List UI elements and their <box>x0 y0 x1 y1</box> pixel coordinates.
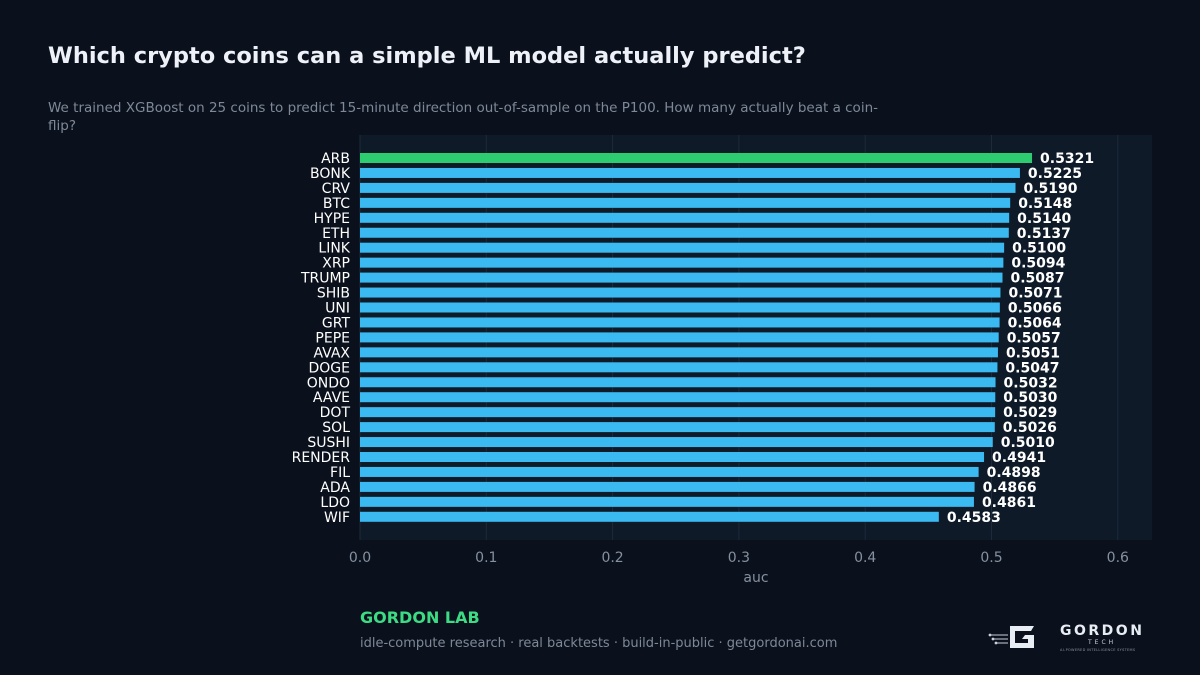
bar-value-label: 0.5032 <box>1004 375 1058 391</box>
bar-ldo <box>360 497 974 507</box>
bar-value-label: 0.5026 <box>1003 420 1057 436</box>
bar-value-label: 0.5051 <box>1006 345 1060 361</box>
y-tick-label: SHIB <box>317 286 350 302</box>
bar-btc <box>360 198 1010 208</box>
y-tick-label: SUSHI <box>307 435 350 451</box>
y-tick-label: TRUMP <box>300 271 350 287</box>
bar-uni <box>360 303 1000 313</box>
y-tick-label: DOGE <box>309 360 351 376</box>
bar-value-label: 0.5094 <box>1011 256 1065 272</box>
bar-value-label: 0.5010 <box>1001 435 1055 451</box>
x-tick-label: 0.1 <box>475 550 497 566</box>
x-tick-label: 0.4 <box>854 550 876 566</box>
bar-value-label: 0.5190 <box>1023 181 1077 197</box>
bar-render <box>360 452 984 462</box>
bar-value-label: 0.5225 <box>1028 166 1082 182</box>
logo-tagline: AI-POWERED INTELLIGENCE SYSTEMS <box>1060 648 1135 652</box>
footer-tagline: idle-compute research · real backtests ·… <box>360 636 837 651</box>
bar-fil <box>360 467 979 477</box>
x-axis-label: auc <box>743 570 768 586</box>
x-tick-label: 0.6 <box>1107 550 1129 566</box>
y-tick-label: XRP <box>322 256 350 272</box>
y-tick-label: HYPE <box>314 211 350 227</box>
bar-grt <box>360 317 1000 327</box>
bar-value-label: 0.4583 <box>947 510 1001 526</box>
bar-xrp <box>360 258 1003 268</box>
bar-shib <box>360 288 1000 298</box>
gordon-tech-logo: GORDON TECH AI-POWERED INTELLIGENCE SYST… <box>988 618 1150 656</box>
bar-dot <box>360 407 995 417</box>
bar-value-label: 0.5029 <box>1003 405 1057 421</box>
y-tick-label: DOT <box>320 405 351 421</box>
bar-value-label: 0.4898 <box>987 465 1041 481</box>
y-tick-label: AVAX <box>313 345 350 361</box>
x-tick-label: 0.5 <box>980 550 1002 566</box>
bar-link <box>360 243 1004 253</box>
logo-subword: TECH <box>1088 639 1116 646</box>
y-tick-label: RENDER <box>292 450 351 466</box>
bar-value-label: 0.4861 <box>982 495 1036 511</box>
bar-avax <box>360 347 998 357</box>
bar-bonk <box>360 168 1020 178</box>
x-tick-label: 0.0 <box>349 550 371 566</box>
bar-value-label: 0.5100 <box>1012 241 1066 257</box>
bar-crv <box>360 183 1015 193</box>
y-tick-label: CRV <box>322 181 351 197</box>
y-tick-label: FIL <box>330 465 350 481</box>
y-tick-label: WIF <box>324 510 350 526</box>
bar-pepe <box>360 332 999 342</box>
y-tick-label: AAVE <box>313 390 350 406</box>
y-tick-label: UNI <box>325 301 350 317</box>
y-tick-label: PEPE <box>315 330 350 346</box>
y-tick-label: ONDO <box>307 375 350 391</box>
bar-value-label: 0.5064 <box>1008 315 1062 331</box>
bar-ondo <box>360 377 996 387</box>
bar-arb <box>360 153 1032 163</box>
bar-value-label: 0.5066 <box>1008 301 1062 317</box>
x-tick-label: 0.3 <box>728 550 750 566</box>
bar-value-label: 0.5321 <box>1040 151 1094 167</box>
y-tick-label: LINK <box>318 241 350 257</box>
y-tick-label: GRT <box>322 315 351 331</box>
bar-ada <box>360 482 975 492</box>
bar-value-label: 0.5148 <box>1018 196 1072 212</box>
x-tick-label: 0.2 <box>601 550 623 566</box>
bar-doge <box>360 362 997 372</box>
bar-value-label: 0.4941 <box>992 450 1046 466</box>
y-tick-label: BTC <box>323 196 350 212</box>
logo-wordmark: GORDON <box>1060 623 1144 639</box>
bar-value-label: 0.5057 <box>1007 330 1061 346</box>
bar-eth <box>360 228 1009 238</box>
bar-value-label: 0.5137 <box>1017 226 1071 242</box>
y-tick-label: ADA <box>320 480 350 496</box>
bar-value-label: 0.4866 <box>983 480 1037 496</box>
bar-value-label: 0.5047 <box>1005 360 1059 376</box>
auc-bar-chart: 0.0 0.1 0.2 0.3 0.4 0.5 0.6 auc ARB 0.5321 BONK 0.5… <box>0 0 1200 600</box>
bar-value-label: 0.5087 <box>1010 271 1064 287</box>
bar-hype <box>360 213 1009 223</box>
bar-value-label: 0.5140 <box>1017 211 1071 227</box>
bar-sol <box>360 422 995 432</box>
bar-wif <box>360 512 939 522</box>
bar-value-label: 0.5071 <box>1008 286 1062 302</box>
y-tick-label: ETH <box>322 226 350 242</box>
y-tick-label: LDO <box>320 495 350 511</box>
gordon-g-icon <box>988 618 1048 656</box>
bar-sushi <box>360 437 993 447</box>
y-tick-label: BONK <box>310 166 351 182</box>
y-tick-label: SOL <box>322 420 350 436</box>
bar-value-label: 0.5030 <box>1003 390 1057 406</box>
bar-trump <box>360 273 1002 283</box>
y-tick-label: ARB <box>321 151 350 167</box>
lab-name: GORDON LAB <box>360 608 480 627</box>
bar-aave <box>360 392 995 402</box>
